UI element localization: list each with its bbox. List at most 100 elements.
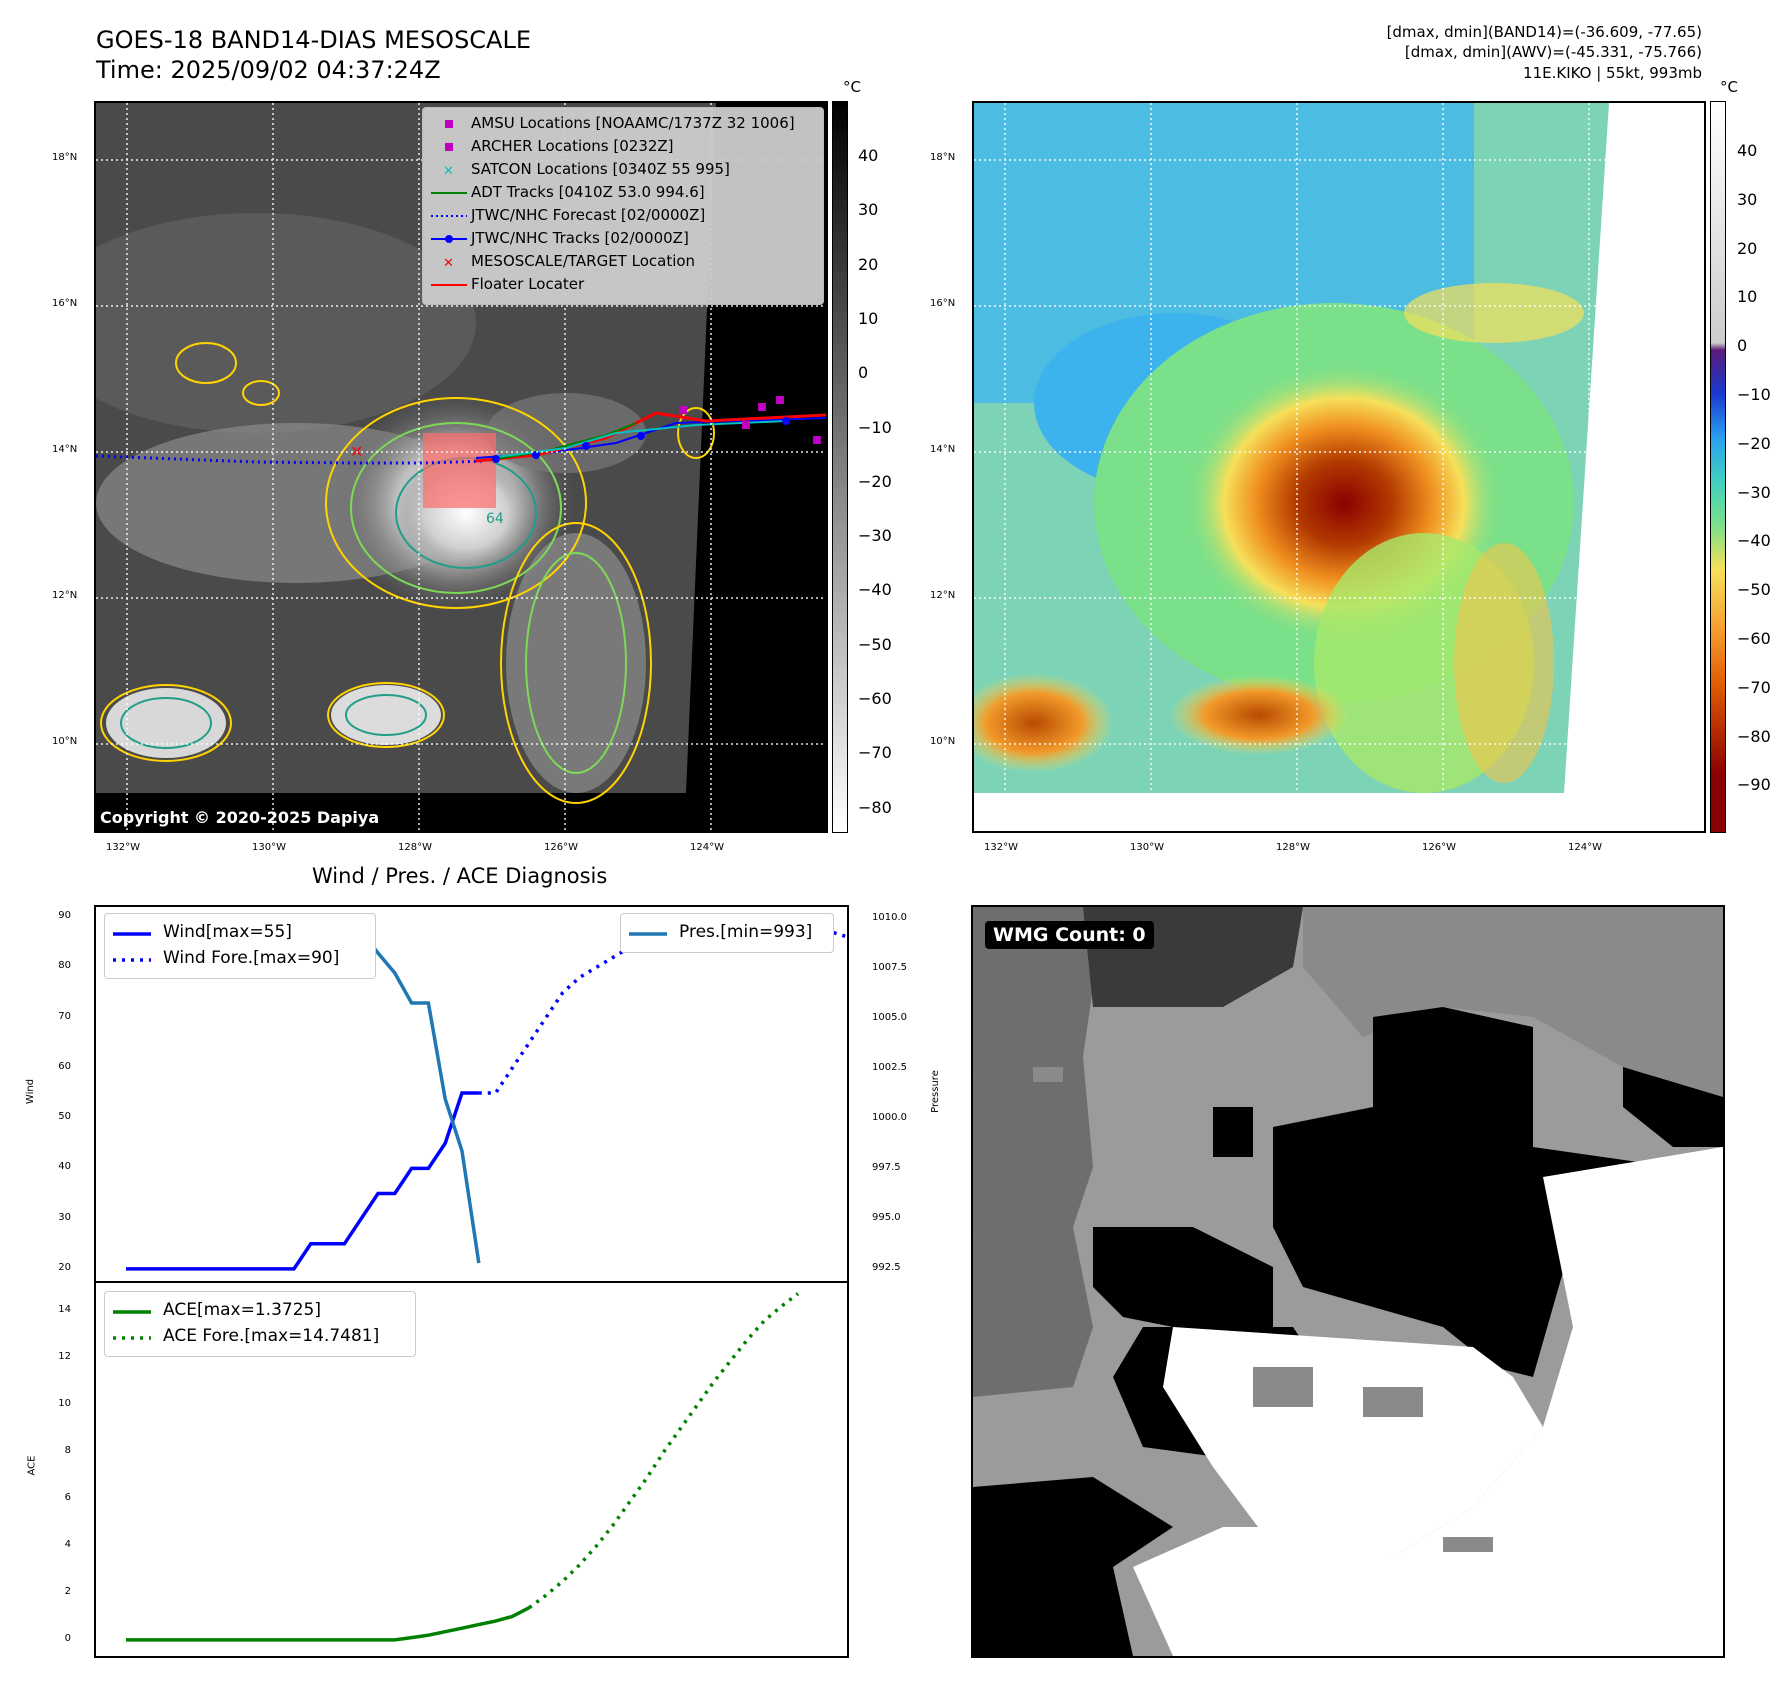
axis-tick-label: 1005.0 <box>872 1012 907 1023</box>
svg-text:✕: ✕ <box>443 164 454 179</box>
axis-tick-label: 14 <box>58 1304 71 1316</box>
axis-tick-label: 995.0 <box>872 1212 901 1223</box>
axis-tick-label: 40 <box>58 1161 71 1173</box>
ir-map-panel: 64 ✕ Copyright © 2020 <box>94 101 828 833</box>
color-gridlines <box>974 103 1704 831</box>
colorbar-tick: −10 <box>1737 385 1771 404</box>
color-lon-label: 128°W <box>1276 842 1310 853</box>
axis-tick-label: 2 <box>64 1585 71 1597</box>
ir-lat-label: 16°N <box>52 298 78 309</box>
wind-pressure-panel: Wind[max=55] Wind Fore.[max=90] Pres.[mi… <box>94 905 849 1283</box>
color-map-panel <box>972 101 1706 833</box>
stats-band14: [dmax, dmin](BAND14)=(-36.609, -77.65) <box>1386 23 1702 41</box>
copyright-text: Copyright © 2020-2025 Dapiya <box>100 808 380 827</box>
colorbar-tick: −10 <box>858 417 892 437</box>
legend-ace: ACE[max=1.3725] <box>163 1300 321 1320</box>
pressure-legend: Pres.[min=993] <box>620 913 834 953</box>
ir-lat-label: 18°N <box>52 152 78 163</box>
legend-ace-fore: ACE Fore.[max=14.7481] <box>163 1326 380 1346</box>
axis-tick-label: 90 <box>58 910 71 922</box>
storm-info: 11E.KIKO | 55kt, 993mb <box>1523 64 1702 82</box>
color-colorbar-unit: °C <box>1720 78 1738 96</box>
colorbar-tick: 20 <box>858 254 879 274</box>
colorbar-tick: −80 <box>1737 726 1771 746</box>
ace-axis-label: ACE <box>26 1455 38 1476</box>
color-lat-label: 12°N <box>930 590 956 601</box>
ir-lat-label: 14°N <box>52 444 78 455</box>
colorbar-tick: 30 <box>1737 189 1758 209</box>
colorbar-tick: −20 <box>858 471 892 491</box>
color-lat-label: 10°N <box>930 736 956 747</box>
colorbar-tick: 30 <box>858 200 879 220</box>
colorbar-tick: 10 <box>1737 287 1758 307</box>
axis-tick-label: 10 <box>58 1398 71 1410</box>
stats-awv: [dmax, dmin](AWV)=(-45.331, -75.766) <box>1404 43 1702 61</box>
color-lat-label: 14°N <box>930 444 956 455</box>
legend-wind-fore: Wind Fore.[max=90] <box>163 948 340 968</box>
colorbar-tick: 40 <box>858 146 879 165</box>
axis-tick-label: 1007.5 <box>872 962 907 973</box>
axis-tick-label: 4 <box>64 1538 71 1550</box>
axis-tick-label: 30 <box>58 1211 71 1223</box>
axis-tick-label: 80 <box>58 960 71 972</box>
wmg-count-badge: WMG Count: 0 <box>985 921 1154 949</box>
colorbar-tick: −30 <box>1737 482 1771 502</box>
colorbar-tick: −40 <box>858 580 892 600</box>
color-colorbar <box>1710 101 1726 833</box>
page-title: GOES-18 BAND14-DIAS MESOSCALE <box>96 26 532 54</box>
ir-map-legend: AMSU Locations [NOAAMC/1737Z 32 1006] AR… <box>422 107 824 305</box>
axis-tick-label: 60 <box>58 1060 71 1072</box>
ir-lon-label: 126°W <box>544 842 578 853</box>
ir-lon-label: 128°W <box>398 842 432 853</box>
legend-pressure: Pres.[min=993] <box>679 922 813 942</box>
ir-lat-label: 12°N <box>52 590 78 601</box>
wind-axis-label: Wind <box>25 1078 37 1105</box>
colorbar-tick: −90 <box>1737 775 1771 795</box>
axis-tick-label: 1000.0 <box>872 1112 907 1123</box>
wmg-panel: WMG Count: 0 <box>971 905 1725 1658</box>
colorbar-tick: −30 <box>858 526 892 546</box>
colorbar-tick: −50 <box>858 634 892 654</box>
ir-lon-label: 130°W <box>252 842 286 853</box>
colorbar-tick: −80 <box>858 797 892 817</box>
colorbar-tick: 0 <box>858 363 869 383</box>
wind-forecast-line <box>478 915 847 1095</box>
ir-colorbar <box>832 101 848 833</box>
ir-gridlines <box>96 103 826 831</box>
axis-tick-label: 70 <box>58 1010 71 1022</box>
colorbar-tick: −60 <box>858 689 892 708</box>
colorbar-tick: −70 <box>858 743 892 763</box>
colorbar-tick: 20 <box>1737 238 1758 258</box>
color-lat-label: 18°N <box>930 152 956 163</box>
wmg-map <box>973 907 1723 1656</box>
color-lon-label: 130°W <box>1130 842 1164 853</box>
colorbar-tick: −70 <box>1737 677 1771 697</box>
axis-tick-label: 1010.0 <box>872 912 907 923</box>
axis-tick-label: 1002.5 <box>872 1062 907 1073</box>
colorbar-tick: 40 <box>1737 141 1758 160</box>
color-lon-label: 132°W <box>984 842 1018 853</box>
svg-text:✕: ✕ <box>443 256 454 271</box>
ace-panel: ACE[max=1.3725] ACE Fore.[max=14.7481] <box>94 1281 849 1658</box>
ace-line <box>126 1606 531 1642</box>
colorbar-tick: −40 <box>1737 531 1771 551</box>
ace-plot <box>126 1292 800 1642</box>
color-lon-label: 126°W <box>1422 842 1456 853</box>
ace-legend: ACE[max=1.3725] ACE Fore.[max=14.7481] <box>104 1291 416 1357</box>
axis-tick-label: 997.5 <box>872 1162 901 1173</box>
legend-wind: Wind[max=55] <box>163 922 292 942</box>
axis-tick-label: 20 <box>58 1261 71 1273</box>
ir-colorbar-unit: °C <box>843 78 861 96</box>
ace-forecast-line <box>528 1292 800 1610</box>
color-lat-label: 16°N <box>930 298 956 309</box>
ir-lat-label: 10°N <box>52 736 78 747</box>
wind-legend: Wind[max=55] Wind Fore.[max=90] <box>104 913 376 979</box>
ir-lon-label: 132°W <box>106 842 140 853</box>
axis-tick-label: 50 <box>58 1111 71 1123</box>
wind-line <box>126 1091 479 1271</box>
diagnosis-title: Wind / Pres. / ACE Diagnosis <box>312 864 608 888</box>
colorbar-tick: 10 <box>858 308 879 328</box>
timestamp: Time: 2025/09/02 04:37:24Z <box>96 56 441 84</box>
colorbar-tick: −50 <box>1737 580 1771 600</box>
ir-lon-label: 124°W <box>690 842 724 853</box>
